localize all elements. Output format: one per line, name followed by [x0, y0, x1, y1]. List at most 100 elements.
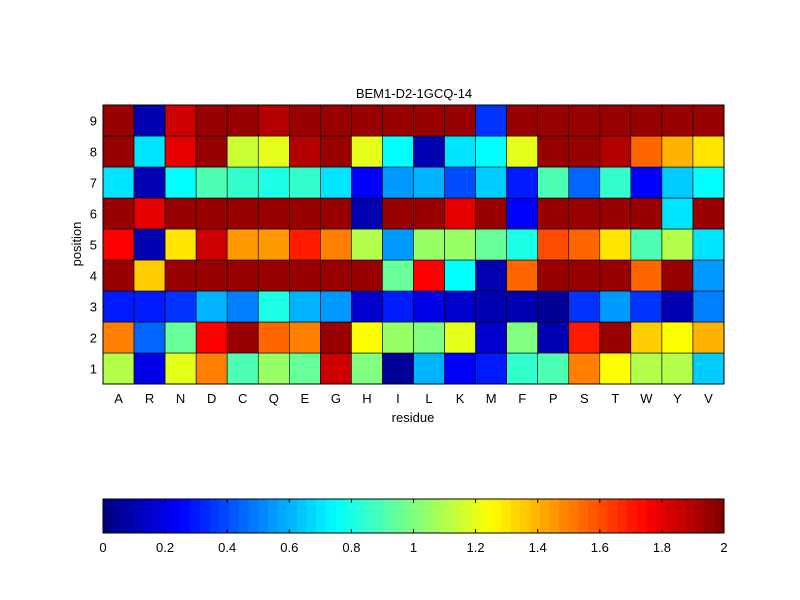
heatmap-cell [661, 321, 694, 354]
heatmap-cell [164, 352, 197, 385]
heatmap-cell [475, 290, 507, 323]
heatmap-cell [351, 259, 383, 292]
heatmap-cell [413, 197, 445, 230]
heatmap-cell [630, 197, 663, 230]
heatmap-cell [102, 290, 135, 323]
colorbar-segment [355, 499, 366, 533]
colorbar-segment [229, 499, 240, 533]
colorbar-tick-label: 1 [410, 540, 417, 555]
heatmap-cell [444, 228, 476, 261]
heatmap-cell [661, 104, 694, 137]
x-tick-label: M [486, 391, 497, 406]
y-tick-label: 3 [90, 300, 97, 315]
heatmap-cell [506, 197, 538, 230]
y-tick-label: 2 [90, 331, 97, 346]
heatmap-cell [257, 135, 290, 168]
colorbar-segment [510, 499, 521, 533]
heatmap-cell [444, 321, 476, 354]
heatmap-cell [288, 166, 321, 199]
heatmap-cell [506, 259, 538, 292]
x-tick-label: S [580, 391, 589, 406]
heatmap-cell [413, 290, 445, 323]
colorbar-segment [209, 499, 220, 533]
heatmap-cell [599, 352, 632, 385]
heatmap-cell [599, 104, 632, 137]
x-tick-label: R [145, 391, 154, 406]
colorbar-tick-label: 0.6 [280, 540, 298, 555]
heatmap-cell [475, 321, 507, 354]
heatmap-cell [475, 135, 507, 168]
heatmap-cell [133, 104, 166, 137]
heatmap-cell [382, 290, 414, 323]
heatmap-cell [630, 321, 663, 354]
heatmap-cell [630, 135, 663, 168]
colorbar-segment [335, 499, 347, 533]
x-tick-label: E [300, 391, 309, 406]
heatmap-cell [413, 321, 445, 354]
colorbar-segment [170, 499, 182, 533]
colorbar-segment [316, 499, 327, 533]
heatmap-cell [195, 228, 228, 261]
heatmap-cell [692, 197, 725, 230]
heatmap-cell [382, 321, 414, 354]
colorbar-segment [103, 499, 114, 533]
x-tick-label: W [640, 391, 653, 406]
colorbar-tick-label: 2 [720, 540, 727, 555]
colorbar-segment [413, 499, 424, 533]
heatmap-cell [692, 135, 725, 168]
heatmap-cell [506, 290, 538, 323]
x-tick-label: Q [269, 391, 279, 406]
colorbar-segment [539, 499, 550, 533]
colorbar-segment [374, 499, 385, 533]
heatmap-cell [195, 352, 228, 385]
heatmap-cell [133, 197, 166, 230]
heatmap-cell [133, 259, 166, 292]
heatmap-cell [568, 321, 601, 354]
y-tick-label: 9 [90, 114, 97, 129]
heatmap-cell [351, 228, 383, 261]
heatmap-cell [537, 135, 570, 168]
heatmap-cell [133, 321, 166, 354]
heatmap-cell [537, 228, 570, 261]
colorbar-segment [520, 499, 531, 533]
heatmap-cell [661, 290, 694, 323]
heatmap-cell [320, 290, 352, 323]
heatmap-cell [599, 259, 632, 292]
colorbar-tick-labels: 0 0.2 0.4 0.6 0.8 1 1.2 1.4 1.6 1.8 2 [99, 499, 728, 555]
colorbar-segment [306, 499, 317, 533]
colorbar-segment [403, 499, 414, 533]
heatmap-cell [568, 197, 601, 230]
x-tick-label: N [176, 391, 185, 406]
heatmap-cell [195, 104, 228, 137]
heatmap-cell [506, 166, 538, 199]
heatmap-cell [351, 166, 383, 199]
heatmap-cell [164, 104, 197, 137]
heatmap-cell [475, 352, 507, 385]
heatmap-cell [444, 290, 476, 323]
colorbar [103, 499, 725, 533]
heatmap-cell [133, 166, 166, 199]
heatmap-cell [195, 259, 228, 292]
heatmap-cell [599, 197, 632, 230]
heatmap-cell [351, 352, 383, 385]
colorbar-segment [345, 499, 356, 533]
heatmap-cell [351, 197, 383, 230]
heatmap-cell [382, 166, 414, 199]
heatmap-cell [226, 166, 259, 199]
heatmap-cell [537, 197, 570, 230]
heatmap-cell [568, 290, 601, 323]
heatmap-cell [164, 321, 197, 354]
heatmap-cell [382, 104, 414, 137]
heatmap-cell [288, 352, 321, 385]
x-axis-label: residue [392, 410, 435, 425]
colorbar-segment [685, 499, 696, 533]
x-tick-label: A [114, 391, 123, 406]
colorbar-tick-label: 1.2 [467, 540, 485, 555]
heatmap-cell [288, 104, 321, 137]
colorbar-tick-label: 0.2 [156, 540, 174, 555]
colorbar-segment [297, 499, 308, 533]
heatmap-cell [413, 228, 445, 261]
heatmap-cell [257, 259, 290, 292]
colorbar-segment [714, 499, 725, 533]
